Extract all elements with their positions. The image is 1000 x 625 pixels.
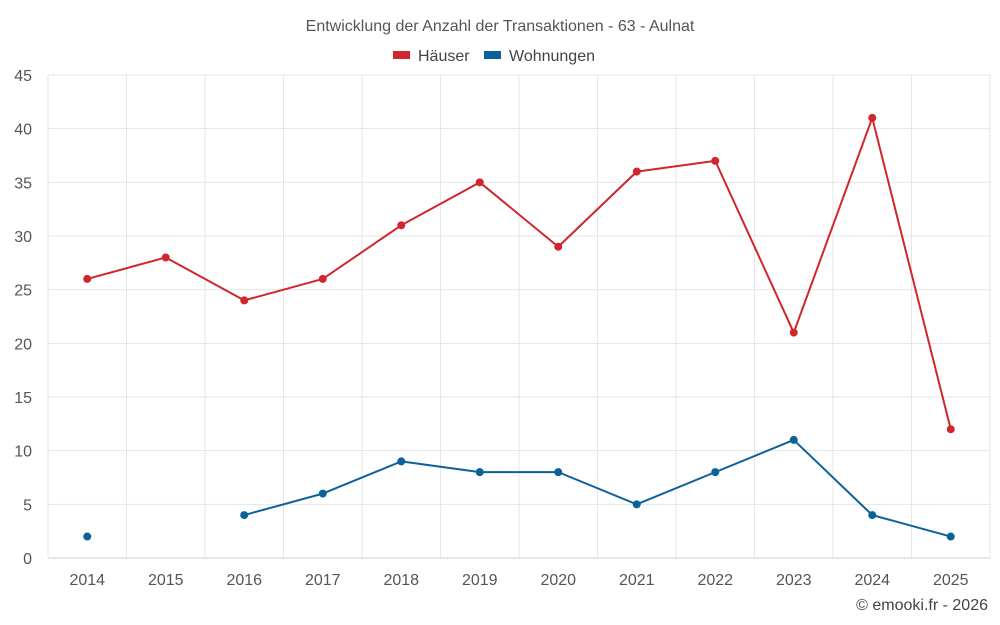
gridlines	[47, 74, 991, 558]
chart-title: Entwicklung der Anzahl der Transaktionen…	[306, 18, 695, 35]
data-point-wohnungen[interactable]	[632, 500, 641, 509]
data-point-haeuser[interactable]	[161, 253, 170, 262]
x-tick-label: 2024	[854, 572, 890, 589]
x-tick-label: 2023	[776, 572, 812, 589]
y-axis-ticks: 0 5 10 15 20 25 30 35 40 45	[14, 68, 32, 568]
data-point-haeuser[interactable]	[397, 221, 406, 230]
series-wohnungen	[83, 435, 955, 541]
series-line-wohnungen	[243, 438, 952, 538]
data-point-wohnungen[interactable]	[397, 457, 406, 466]
data-point-wohnungen[interactable]	[789, 435, 798, 444]
legend-swatch-haeuser	[393, 51, 410, 59]
data-point-haeuser[interactable]	[946, 425, 955, 434]
legend: Häuser Wohnungen	[393, 48, 595, 65]
y-tick-label: 20	[14, 336, 32, 353]
y-tick-label: 25	[14, 283, 32, 300]
data-point-haeuser[interactable]	[711, 156, 720, 165]
y-tick-label: 15	[14, 390, 32, 407]
series-layer	[83, 113, 955, 541]
y-tick-label: 5	[23, 497, 32, 514]
legend-label-wohnungen[interactable]: Wohnungen	[509, 48, 595, 65]
data-point-wohnungen[interactable]	[318, 489, 327, 498]
data-point-haeuser[interactable]	[475, 178, 484, 187]
data-point-wohnungen[interactable]	[475, 468, 484, 477]
data-point-haeuser[interactable]	[83, 274, 92, 283]
y-tick-label: 40	[14, 122, 32, 139]
series-line-haeuser	[86, 116, 952, 430]
y-tick-label: 10	[14, 444, 32, 461]
y-tick-label: 45	[14, 68, 32, 85]
x-tick-label: 2016	[226, 572, 262, 589]
x-tick-label: 2017	[305, 572, 341, 589]
x-axis-ticks: 2014 2015 2016 2017 2018 2019 2020 2021 2022 2023…	[69, 572, 968, 589]
credit-text: © emooki.fr - 2026	[856, 597, 988, 614]
series-haeuser	[83, 113, 955, 434]
y-tick-label: 0	[23, 551, 32, 568]
x-tick-label: 2020	[540, 572, 576, 589]
data-point-wohnungen[interactable]	[554, 468, 563, 477]
data-point-wohnungen[interactable]	[946, 532, 955, 541]
x-tick-label: 2022	[697, 572, 733, 589]
data-point-wohnungen[interactable]	[240, 511, 249, 520]
legend-label-haeuser[interactable]: Häuser	[418, 48, 470, 65]
y-tick-label: 30	[14, 229, 32, 246]
data-point-haeuser[interactable]	[554, 242, 563, 251]
data-point-wohnungen[interactable]	[868, 511, 877, 520]
x-tick-label: 2014	[69, 572, 105, 589]
data-point-haeuser[interactable]	[632, 167, 641, 176]
data-point-wohnungen[interactable]	[83, 532, 92, 541]
x-tick-label: 2018	[383, 572, 419, 589]
data-point-haeuser[interactable]	[868, 113, 877, 122]
data-point-haeuser[interactable]	[240, 296, 249, 305]
legend-swatch-wohnungen	[484, 51, 501, 59]
data-point-haeuser[interactable]	[318, 274, 327, 283]
y-tick-label: 35	[14, 175, 32, 192]
x-tick-label: 2015	[148, 572, 184, 589]
x-tick-label: 2019	[462, 572, 498, 589]
data-point-wohnungen[interactable]	[711, 468, 720, 477]
x-tick-label: 2025	[933, 572, 969, 589]
x-tick-label: 2021	[619, 572, 655, 589]
data-point-haeuser[interactable]	[789, 328, 798, 337]
